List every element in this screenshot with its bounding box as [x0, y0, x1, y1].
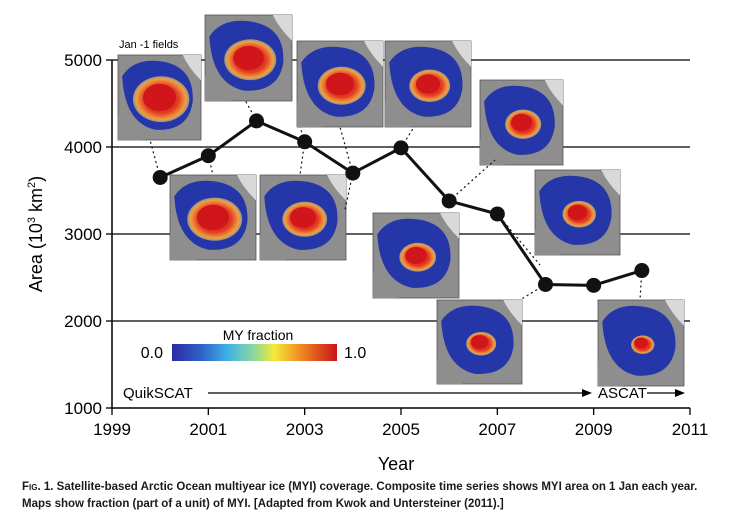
colorbar-legend: MY fraction 0.0 1.0 [141, 327, 367, 362]
x-tick-label: 2011 [672, 420, 709, 439]
timeline-arrowhead-left [582, 389, 592, 397]
data-point [249, 113, 264, 129]
figure-caption: Fig. 1. Satellite-based Arctic Ocean mul… [22, 479, 712, 513]
map-connector [244, 99, 258, 122]
y-tick-label: 1000 [64, 399, 102, 418]
colorbar-title: MY fraction [223, 327, 294, 343]
data-point [489, 206, 505, 222]
colorbar-min-label: 0.0 [141, 345, 163, 362]
colorbar-gradient [172, 344, 337, 361]
x-tick-label: 2005 [382, 420, 420, 439]
timeline-arrowhead-right [675, 389, 685, 397]
ice-map-thumbnail [436, 299, 523, 385]
y-tick-label: 5000 [64, 51, 102, 70]
ice-map-thumbnail [204, 14, 293, 102]
data-point [538, 276, 553, 292]
data-point [393, 140, 409, 156]
ice-map-thumbnail [384, 40, 472, 128]
x-axis-title: Year [378, 454, 414, 470]
y-tick-label: 2000 [64, 312, 102, 331]
jan-fields-label: Jan -1 fields [119, 39, 179, 51]
y-axis-title: Area (103 km2) [26, 176, 46, 292]
myi-area-chart: 1000 2000 3000 4000 5000 1999 2001 2003 2005 200… [26, 14, 709, 470]
ice-map-thumbnail [479, 79, 564, 166]
data-point [200, 148, 216, 164]
ice-map-thumbnail [372, 212, 460, 299]
data-point [586, 277, 602, 293]
ice-map-thumbnail [117, 54, 202, 141]
ascat-label: ASCAT [598, 385, 647, 402]
x-tick-label: 2007 [478, 420, 516, 439]
ice-map-thumbnail [597, 299, 685, 387]
data-point [297, 134, 313, 150]
map-connector [448, 159, 496, 202]
figure-number: Fig. 1. [22, 481, 54, 493]
y-tick-label: 4000 [64, 138, 102, 157]
map-connector [400, 126, 415, 149]
map-connector [207, 155, 214, 176]
x-tick-label: 1999 [93, 420, 131, 439]
ice-map-thumbnail [259, 174, 347, 261]
data-point [345, 165, 361, 181]
x-tick-label: 2009 [575, 420, 613, 439]
x-tick-label: 2003 [286, 420, 324, 439]
caption-text: Satellite-based Arctic Ocean multiyear i… [22, 481, 698, 510]
x-tick-label: 2001 [189, 420, 227, 439]
sensor-timeline: QuikSCAT ASCAT [123, 385, 685, 402]
y-tick-label: 3000 [64, 225, 102, 244]
quikscat-label: QuikSCAT [123, 385, 193, 402]
ice-map-thumbnail [296, 40, 384, 128]
data-point [634, 263, 650, 279]
ice-map-thumbnail [534, 169, 621, 256]
ice-map-thumbnail [169, 174, 257, 261]
colorbar-max-label: 1.0 [344, 345, 366, 362]
data-point [441, 193, 457, 209]
data-point [152, 169, 168, 185]
